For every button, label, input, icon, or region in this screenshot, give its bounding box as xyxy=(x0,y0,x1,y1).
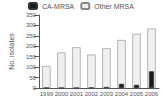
svg-text:2001: 2001 xyxy=(70,91,84,97)
svg-text:Other MRSA: Other MRSA xyxy=(94,3,134,10)
svg-text:2003: 2003 xyxy=(100,91,114,97)
svg-text:2006: 2006 xyxy=(145,91,159,97)
svg-text:2004: 2004 xyxy=(115,91,129,97)
svg-text:0: 0 xyxy=(33,85,37,91)
svg-text:CA-MRSA: CA-MRSA xyxy=(42,3,75,10)
svg-text:2002: 2002 xyxy=(85,91,99,97)
svg-text:250: 250 xyxy=(26,33,37,39)
svg-text:1999: 1999 xyxy=(40,91,54,97)
svg-text:300: 300 xyxy=(26,22,37,28)
svg-text:No. isolates: No. isolates xyxy=(8,33,15,70)
svg-text:200: 200 xyxy=(26,43,37,49)
svg-text:2005: 2005 xyxy=(130,91,144,97)
svg-text:2000: 2000 xyxy=(55,91,69,97)
svg-text:100: 100 xyxy=(26,64,37,70)
svg-text:150: 150 xyxy=(26,54,37,60)
svg-text:350: 350 xyxy=(26,12,37,18)
svg-text:50: 50 xyxy=(29,75,36,81)
